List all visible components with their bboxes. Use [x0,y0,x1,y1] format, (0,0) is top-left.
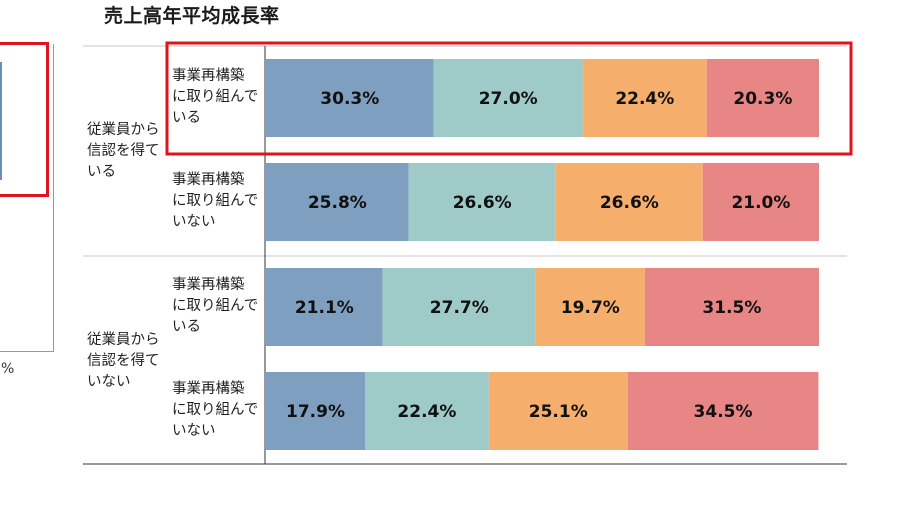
bar-segment [627,372,819,450]
chart-title: 売上高年平均成長率 [104,5,280,27]
bar-segment [582,59,707,137]
data-label: 21.0% [731,193,790,213]
data-label: 20.3% [733,89,792,109]
bar-segment [266,163,409,241]
row-label: 事業再構築 に取り組んで いない [172,381,259,439]
highlight-box [165,41,853,156]
bar-segment [702,163,819,241]
bar-segment [382,268,536,346]
data-label: 27.0% [479,89,538,109]
left-fragment-percent: % [1,361,15,377]
bar-segment [488,372,628,450]
group-label: 従業員から 信認を得て いない [87,332,160,390]
bar-segment [706,59,819,137]
bars-layer: 30.3% 27.0% 22.4% 20.3% 25.8% 26.6% 26.6% 21.0%… [165,41,853,450]
data-label: 21.1% [295,298,354,318]
left-fragment-highlight-box [0,42,49,197]
data-label: 25.1% [529,402,588,422]
left-fragment-title-tail: 、 [0,0,8,18]
data-label: 34.5% [694,402,753,422]
row-label: 事業再構築 に取り組んで いる [172,277,259,335]
bar-segment [266,59,434,137]
data-label: 22.4% [397,402,456,422]
data-label: 19.7% [561,298,620,318]
data-label: 26.6% [453,193,512,213]
bar-segment [364,372,489,450]
bar-segment [555,163,703,241]
data-label: 30.3% [320,89,379,109]
bar-segment [266,268,383,346]
row-label: 事業再構築 に取り組んで いない [172,172,259,230]
bar-segment [266,372,365,450]
row-label: 事業再構築 に取り組んで いる [172,68,259,126]
bar-segment [535,268,645,346]
bar-segment [433,59,583,137]
data-label: 27.7% [430,298,489,318]
bar-segment [408,163,556,241]
bar-segment [644,268,819,346]
group-label: 従業員から 信認を得て いる [87,122,160,180]
left-fragment-bar-edge [0,62,2,180]
data-label: 26.6% [600,193,659,213]
left-fragment-axis [0,351,53,352]
data-label: 17.9% [286,402,345,422]
data-label: 31.5% [702,298,761,318]
data-label: 22.4% [615,89,674,109]
left-fragment-vertical-axis [53,44,54,352]
data-label: 25.8% [308,193,367,213]
